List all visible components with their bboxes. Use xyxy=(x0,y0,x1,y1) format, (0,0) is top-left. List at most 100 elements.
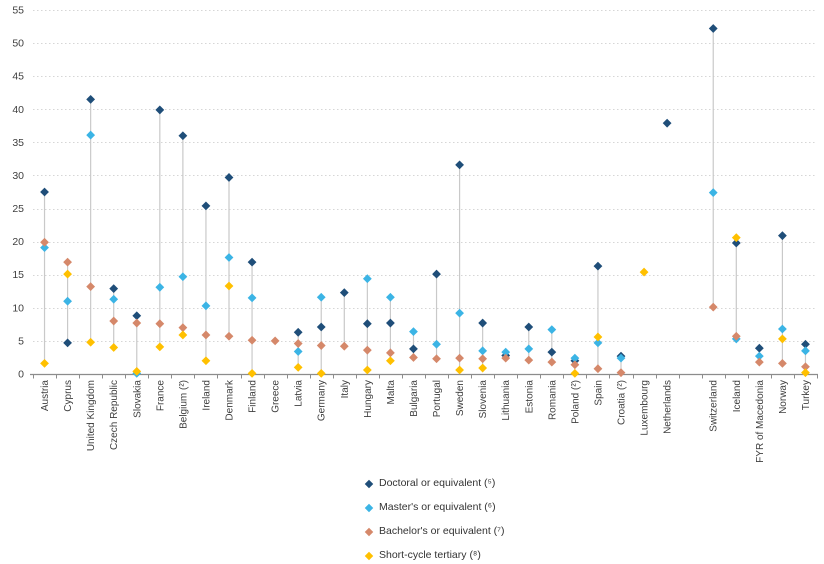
data-point-bachelor-s xyxy=(270,336,280,346)
x-category-label: Cyprus xyxy=(63,380,74,412)
data-point-bachelor-s xyxy=(593,364,603,374)
data-point-short-cycle xyxy=(570,368,580,378)
x-category-label: Romania xyxy=(547,380,558,420)
x-category-label: Sweden xyxy=(455,380,466,416)
data-point-master-s xyxy=(616,353,626,363)
data-point-short-cycle xyxy=(639,267,649,277)
x-category-label: Hungary xyxy=(363,380,374,418)
data-point-master-s xyxy=(409,327,418,337)
data-point-doctoral xyxy=(455,160,464,170)
data-point-bachelor-s xyxy=(432,354,441,364)
data-point-doctoral xyxy=(40,187,49,197)
data-point-short-cycle xyxy=(178,330,188,340)
data-point-master-s xyxy=(224,253,234,262)
x-category-label: Spain xyxy=(593,380,604,406)
x-category-label: Luxembourg xyxy=(640,380,651,436)
x-category-label: Slovenia xyxy=(478,380,489,419)
data-point-bachelor-s xyxy=(178,323,188,333)
data-point-doctoral xyxy=(778,231,787,241)
data-point-bachelor-s xyxy=(754,357,764,367)
y-tick-label: 50 xyxy=(12,38,24,50)
data-point-bachelor-s xyxy=(40,237,49,247)
data-point-bachelor-s xyxy=(63,257,72,267)
data-point-master-s xyxy=(86,130,96,140)
data-point-doctoral xyxy=(386,318,395,328)
legend-item-doctoral: Doctoral or equivalent (⁵) xyxy=(364,478,504,489)
x-category-label: Bulgaria xyxy=(409,380,420,417)
data-point-doctoral xyxy=(432,269,441,279)
data-point-short-cycle xyxy=(132,366,142,376)
data-point-bachelor-s xyxy=(455,353,464,363)
data-point-doctoral xyxy=(86,94,96,104)
y-tick-label: 10 xyxy=(12,302,24,314)
data-point-doctoral xyxy=(362,319,372,329)
data-point-master-s xyxy=(155,282,165,292)
data-point-master-s xyxy=(63,296,72,306)
data-point-master-s xyxy=(501,347,511,357)
data-point-bachelor-s xyxy=(386,348,395,358)
diamond-marker-icon xyxy=(364,479,374,488)
data-point-short-cycle xyxy=(801,368,810,378)
data-point-short-cycle xyxy=(247,368,257,378)
data-point-master-s xyxy=(524,344,534,354)
x-category-label: France xyxy=(155,380,166,412)
x-category-label: Netherlands xyxy=(663,380,674,434)
data-point-short-cycle xyxy=(593,332,603,342)
y-tick-label: 20 xyxy=(12,236,24,248)
data-point-bachelor-s xyxy=(547,357,557,367)
y-tick-label: 30 xyxy=(12,170,24,182)
legend-label: Master's or equivalent (⁶) xyxy=(379,501,496,513)
y-tick-label: 0 xyxy=(18,369,24,381)
data-point-bachelor-s xyxy=(339,341,349,351)
x-category-label: Latvia xyxy=(294,380,305,407)
x-category-label: Greece xyxy=(271,380,282,413)
data-point-doctoral xyxy=(708,24,718,33)
x-category-label: Slovakia xyxy=(132,380,143,418)
data-point-doctoral xyxy=(109,284,119,294)
data-point-bachelor-s xyxy=(478,354,488,364)
x-category-label: Turkey xyxy=(801,380,812,410)
data-point-master-s xyxy=(570,353,580,363)
data-point-doctoral xyxy=(478,318,488,328)
data-point-short-cycle xyxy=(778,334,787,344)
y-tick-label: 5 xyxy=(18,335,24,347)
legend-label: Bachelor's or equivalent (⁷) xyxy=(379,525,505,537)
diamond-marker-icon xyxy=(364,503,374,512)
data-point-master-s xyxy=(201,301,211,311)
x-category-label: United Kingdom xyxy=(86,380,97,451)
legend-item-short-cycle: Short-cycle tertiary (⁸) xyxy=(364,549,504,561)
legend-label: Short-cycle tertiary (⁸) xyxy=(379,549,481,561)
data-point-bachelor-s xyxy=(409,353,418,362)
data-point-doctoral xyxy=(178,131,188,141)
data-point-bachelor-s xyxy=(570,360,580,370)
data-point-bachelor-s xyxy=(524,355,534,365)
legend-item-masters: Master's or equivalent (⁶) xyxy=(364,501,504,513)
data-point-doctoral xyxy=(224,173,234,182)
data-point-short-cycle xyxy=(386,356,395,366)
x-category-label: Malta xyxy=(386,380,397,405)
data-point-short-cycle xyxy=(63,269,72,279)
data-point-doctoral xyxy=(731,238,741,248)
x-category-label: FYR of Macedonia xyxy=(755,380,766,463)
data-point-doctoral xyxy=(132,311,142,321)
data-point-bachelor-s xyxy=(778,359,787,368)
x-category-label: Croatia (²) xyxy=(617,380,628,425)
data-point-short-cycle xyxy=(731,233,741,243)
x-category-label: Belgium (²) xyxy=(178,380,189,429)
data-point-master-s xyxy=(178,272,188,282)
data-point-master-s xyxy=(547,325,557,335)
data-point-short-cycle xyxy=(224,281,234,291)
data-point-master-s xyxy=(478,346,488,356)
data-point-doctoral xyxy=(201,201,211,211)
data-point-bachelor-s xyxy=(801,362,810,372)
y-tick-label: 55 xyxy=(12,5,24,17)
data-point-master-s xyxy=(754,351,764,361)
data-point-master-s xyxy=(293,347,303,356)
data-point-bachelor-s xyxy=(731,331,741,341)
data-point-bachelor-s xyxy=(616,368,626,378)
y-tick-label: 35 xyxy=(12,137,24,149)
y-tick-label: 40 xyxy=(12,104,24,116)
data-point-bachelor-s xyxy=(501,353,511,363)
data-point-short-cycle xyxy=(316,368,326,378)
x-category-label: Estonia xyxy=(524,380,535,414)
